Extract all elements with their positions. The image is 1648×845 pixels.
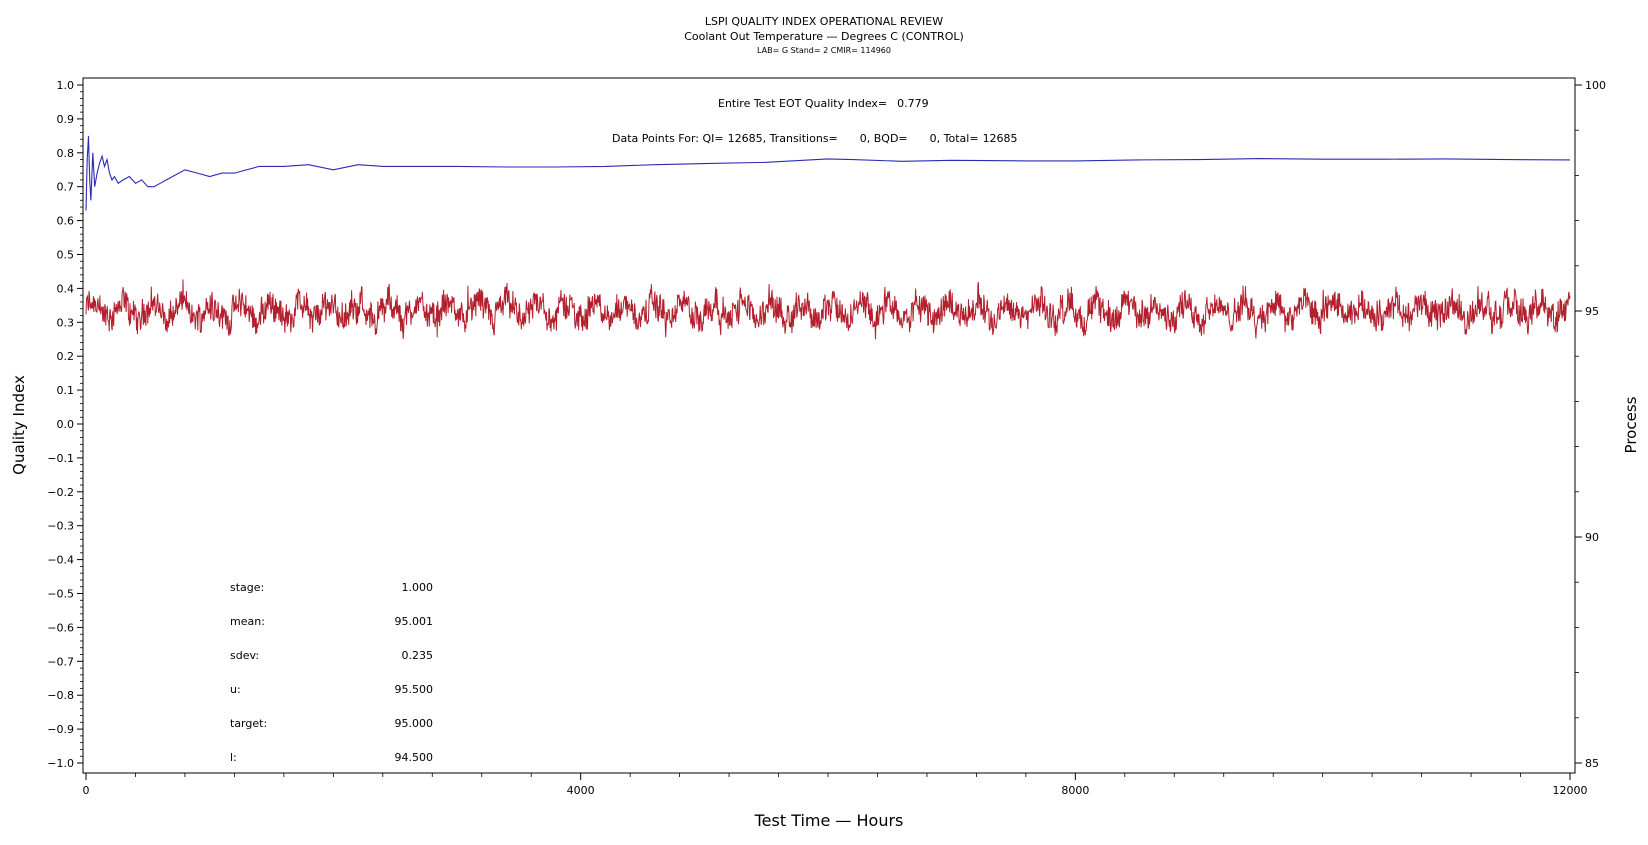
y-tick-label: −0.5 [47, 588, 74, 601]
quality-index-line [85, 135, 1571, 211]
x-tick-label: 12000 [1553, 784, 1588, 797]
y2-tick-label: 85 [1585, 757, 1599, 770]
series-quality-index [85, 135, 1571, 211]
x-tick-label: 4000 [567, 784, 595, 797]
qi-label: Entire Test EOT Quality Index= [718, 97, 887, 110]
y-axis: 1.0 0.9 0.8 0.7 0.6 0.5 0.4 0.3 0.2 0.1 0.0 −0.1 −0.… [47, 79, 83, 770]
x-tick-label: 8000 [1061, 784, 1089, 797]
y-tick-label: 0.0 [57, 418, 75, 431]
y2-tick-label: 100 [1585, 79, 1606, 92]
y-tick-label: −0.8 [47, 689, 74, 702]
dp-total-label: , Total= [937, 132, 979, 145]
y-tick-label: 0.2 [57, 350, 75, 363]
stats-block: stage: 1.000 mean: 95.001 sdev: 0.235 u: 95.500… [230, 581, 433, 764]
x-axis: 0 4000 8000 12000 [83, 773, 1588, 797]
y2-axis-label: Process [1622, 396, 1640, 453]
y-tick-label: 0.4 [57, 282, 75, 295]
stat-label: l: [230, 751, 237, 764]
plot-frame [82, 77, 1576, 774]
x-tick-label: 0 [83, 784, 90, 797]
chart-subtitle-2: LAB= G Stand= 2 CMIR= 114960 [757, 46, 891, 55]
stat-label: u: [230, 683, 241, 696]
qi-annotation: Entire Test EOT Quality Index= 0.779 [718, 97, 929, 110]
y-tick-label: 0.5 [57, 249, 75, 262]
stat-label: sdev: [230, 649, 259, 662]
dp-bqd: 0 [930, 132, 937, 145]
stat-label: stage: [230, 581, 264, 594]
stat-value: 95.001 [395, 615, 434, 628]
y2-tick-label: 95 [1585, 305, 1599, 318]
stat-value: 94.500 [395, 751, 434, 764]
dp-trans-label: , Transitions= [763, 132, 838, 145]
chart-subtitle: Coolant Out Temperature — Degrees C (CON… [684, 30, 964, 43]
y-tick-label: 0.1 [57, 384, 75, 397]
y-tick-label: −0.1 [47, 452, 74, 465]
process-line [85, 279, 1571, 340]
stat-value: 95.500 [395, 683, 434, 696]
y-tick-label: −0.2 [47, 486, 74, 499]
dp-bqd-label: , BQD= [867, 132, 908, 145]
x-axis-label: Test Time — Hours [754, 811, 904, 830]
y2-axis: 100 95 90 85 [1575, 79, 1606, 770]
dp-qi: 12685 [728, 132, 763, 145]
y-tick-label: 0.8 [57, 147, 75, 160]
y-tick-label: −0.7 [47, 655, 74, 668]
stat-label: mean: [230, 615, 265, 628]
y-tick-label: −0.4 [47, 554, 74, 567]
dp-total: 12685 [983, 132, 1018, 145]
chart-title: LSPI QUALITY INDEX OPERATIONAL REVIEW [705, 15, 943, 28]
stat-label: target: [230, 717, 267, 730]
series-process [85, 279, 1571, 340]
y-tick-label: −1.0 [47, 757, 74, 770]
stat-value: 0.235 [402, 649, 434, 662]
y-tick-label: −0.9 [47, 723, 74, 736]
y-tick-label: 0.6 [57, 215, 75, 228]
stat-value: 95.000 [395, 717, 434, 730]
y-tick-label: 1.0 [57, 79, 75, 92]
dp-label: Data Points For: QI= [612, 132, 724, 145]
data-points-annotation: Data Points For: QI= 12685, Transitions= 0… [612, 132, 1018, 145]
y-tick-label: 0.3 [57, 316, 75, 329]
qi-value: 0.779 [897, 97, 929, 110]
y-tick-label: 0.7 [57, 181, 75, 194]
y2-tick-label: 90 [1585, 531, 1599, 544]
y-tick-label: −0.3 [47, 520, 74, 533]
y-axis-label: Quality Index [10, 375, 28, 475]
dp-trans: 0 [860, 132, 867, 145]
y-tick-label: 0.9 [57, 113, 75, 126]
stat-value: 1.000 [402, 581, 434, 594]
y-tick-label: −0.6 [47, 621, 74, 634]
